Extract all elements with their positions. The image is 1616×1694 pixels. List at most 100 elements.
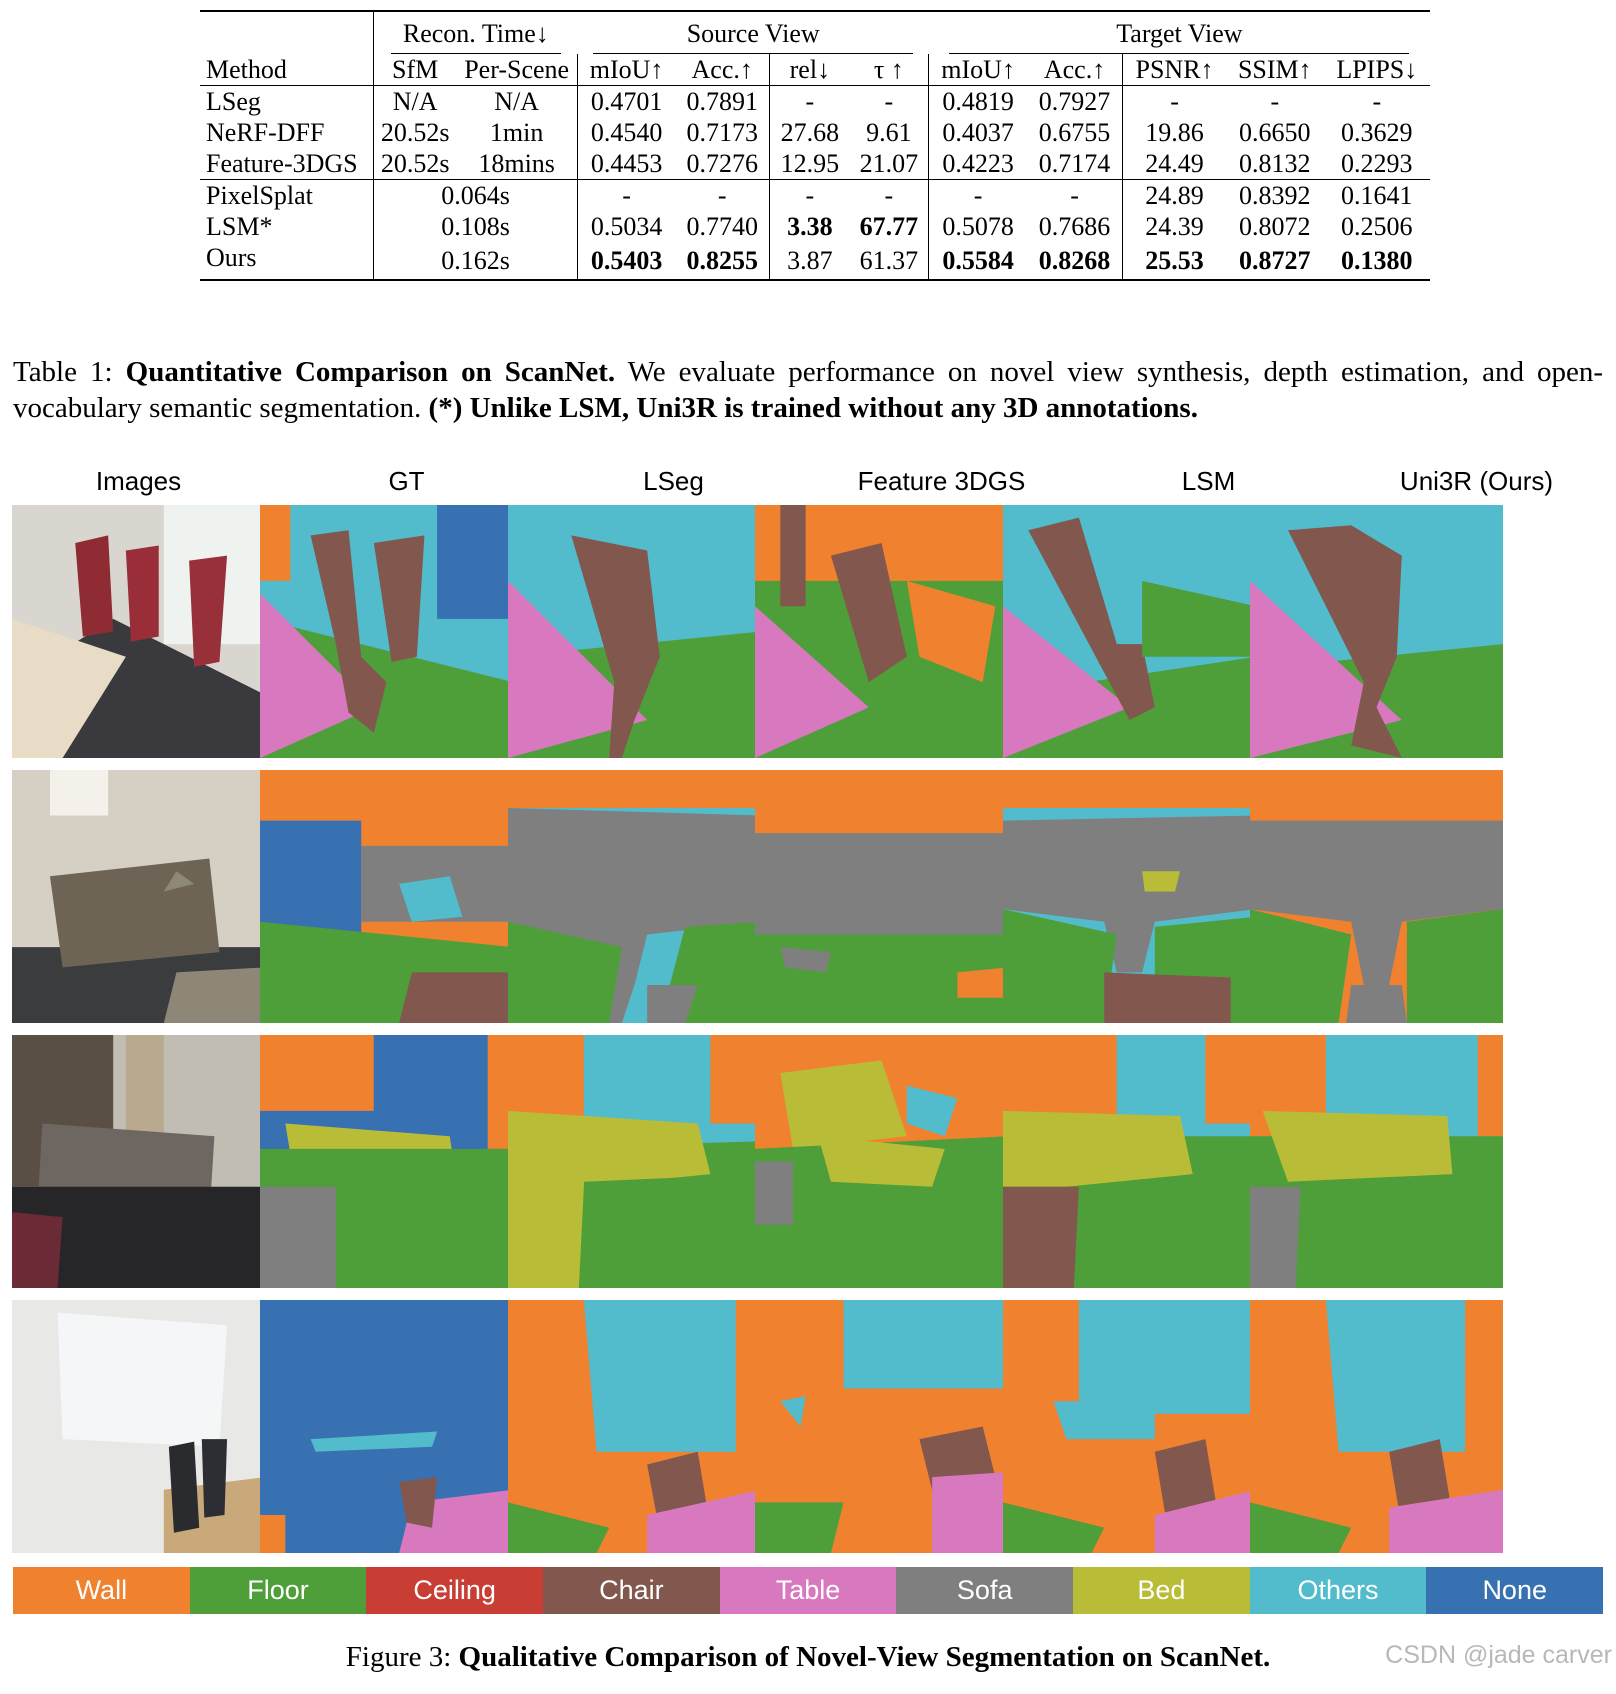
segmentation-gt <box>260 505 513 758</box>
cell-per-scene: N/A <box>456 85 578 117</box>
segmentation-lsm <box>1003 1035 1256 1288</box>
segmentation-feature3dgs <box>755 1300 1008 1553</box>
cell-tgt-acc: 0.7927 <box>1026 85 1123 117</box>
segmentation-lseg <box>508 770 761 1023</box>
watermark: CSDN @jade carver <box>1385 1641 1612 1669</box>
col-title-images: Images <box>95 466 182 496</box>
segmentation-feature3dgs <box>755 505 1008 758</box>
segmentation-lsm <box>1003 770 1256 1023</box>
cell-rel: 27.68 <box>769 117 850 148</box>
segmentation-feature3dgs <box>755 770 1008 1023</box>
segmentation-legend: Wall Floor Ceiling Chair Table Sofa Bed … <box>13 1567 1604 1614</box>
cell-per-scene: 18mins <box>478 149 555 178</box>
cell-src-miou: 0.4701 <box>577 85 676 117</box>
cell-sfm: N/A <box>373 85 457 117</box>
col-psnr: PSNR↑ <box>1122 54 1226 86</box>
col-rel: rel↓ <box>769 54 850 86</box>
cell-ssim: 0.8072 <box>1239 212 1311 241</box>
table-row: NeRF-DFF 20.52s 1min 0.4540 0.7173 27.68… <box>200 117 1430 148</box>
table-row: PixelSplat 0.064s - - - - - - 24.89 0.83… <box>200 179 1430 211</box>
cell-rel: 3.87 <box>769 242 850 281</box>
cell-rel: - <box>769 179 850 211</box>
figure-caption-title: Qualitative Comparison of Novel-View Seg… <box>458 1641 1271 1673</box>
cell-rel: 12.95 <box>769 148 850 180</box>
cell-psnr: 24.89 <box>1122 179 1226 211</box>
cell-tgt-miou: 0.4819 <box>928 85 1027 117</box>
cell-time: 0.108s <box>373 211 578 242</box>
col-lpips: LPIPS↓ <box>1336 55 1418 84</box>
cell-lpips: 0.1380 <box>1323 242 1430 281</box>
input-image <box>12 505 265 758</box>
cell-tgt-acc: 0.8268 <box>1026 242 1123 281</box>
cell-tau: - <box>849 179 929 211</box>
header-recon-time: Recon. Time↓ <box>390 18 561 54</box>
col-title-feature3dgs: Feature 3DGS <box>857 466 1026 496</box>
cell-src-acc: 0.7740 <box>686 212 758 241</box>
col-tgt-acc: Acc.↑ <box>1043 55 1106 84</box>
segmentation-lseg <box>508 1035 761 1288</box>
cell-ssim: - <box>1225 85 1324 117</box>
col-title-lsm: LSM <box>1181 466 1236 496</box>
legend-item-wall: Wall <box>13 1567 190 1614</box>
cell-tau: 9.61 <box>866 118 912 147</box>
legend-item-none: None <box>1426 1567 1604 1614</box>
header-target-view: Target View <box>949 18 1410 54</box>
cell-src-miou: 0.4540 <box>577 117 676 148</box>
col-src-miou: mIoU↑ <box>577 54 676 86</box>
cell-psnr: 25.53 <box>1122 242 1226 281</box>
segmentation-uni3r <box>1250 505 1503 758</box>
col-tau: τ ↑ <box>873 55 904 84</box>
legend-item-chair: Chair <box>543 1567 720 1614</box>
cell-psnr: 24.39 <box>1122 211 1226 242</box>
cell-tau: - <box>849 85 929 117</box>
segmentation-lsm <box>1003 505 1256 758</box>
cell-tgt-acc: 0.7174 <box>1038 149 1111 178</box>
cell-tau: 21.07 <box>859 149 919 178</box>
col-title-gt: GT <box>388 466 425 496</box>
figure-caption: Figure 3: Qualitative Comparison of Nove… <box>0 1641 1616 1674</box>
legend-item-bed: Bed <box>1073 1567 1250 1614</box>
cell-lpips: 0.2506 <box>1341 212 1413 241</box>
cell-sfm: 20.52s <box>373 148 457 180</box>
segmentation-uni3r <box>1250 1035 1503 1288</box>
cell-src-acc: 0.7276 <box>686 149 758 178</box>
cell-method: Feature-3DGS <box>206 149 358 178</box>
cell-method: NeRF-DFF <box>206 118 325 147</box>
col-title-uni3r: Uni3R (Ours) <box>1399 466 1554 496</box>
col-tgt-miou: mIoU↑ <box>928 54 1027 86</box>
table-row: Ours 0.162s 0.5403 0.8255 3.87 61.37 0.5… <box>200 242 1430 281</box>
table-row: LSM* 0.108s 0.5034 0.7740 3.38 67.77 0.5… <box>200 211 1430 242</box>
cell-ssim: 0.8392 <box>1225 179 1324 211</box>
table-group-header-row: Recon. Time↓ Source View Target View <box>200 10 1430 54</box>
col-per-scene: Per-Scene <box>464 55 570 84</box>
segmentation-feature3dgs <box>755 1035 1008 1288</box>
col-src-acc: Acc.↑ <box>691 55 753 84</box>
cell-method: PixelSplat <box>200 179 374 211</box>
cell-time: 0.064s <box>373 179 578 211</box>
cell-method: LSM* <box>206 212 273 241</box>
cell-tgt-miou: 0.5584 <box>928 242 1027 281</box>
input-image <box>12 1035 265 1288</box>
cell-tgt-miou: 0.5078 <box>928 211 1027 242</box>
table-row: LSeg N/A N/A 0.4701 0.7891 - - 0.4819 0.… <box>200 85 1430 117</box>
table-caption-label: Table 1: <box>13 356 113 388</box>
segmentation-gt <box>260 1300 513 1553</box>
legend-item-sofa: Sofa <box>896 1567 1074 1614</box>
cell-method: LSeg <box>200 85 374 117</box>
col-ssim: SSIM↑ <box>1237 55 1312 84</box>
cell-src-acc: 0.8255 <box>675 242 770 281</box>
segmentation-uni3r <box>1250 1300 1503 1553</box>
table-row: Feature-3DGS 20.52s 18mins 0.4453 0.7276… <box>200 148 1430 180</box>
segmentation-lsm <box>1003 1300 1256 1553</box>
input-image <box>12 1300 265 1553</box>
col-method: Method <box>206 55 287 84</box>
input-image <box>12 770 265 1023</box>
cell-src-miou: 0.4453 <box>577 148 676 180</box>
segmentation-gt <box>260 770 513 1023</box>
cell-lpips: - <box>1323 85 1430 117</box>
legend-item-table: Table <box>719 1567 897 1614</box>
cell-src-acc: 0.7891 <box>675 85 770 117</box>
cell-tau: 61.37 <box>849 242 929 281</box>
figure-caption-label: Figure 3: <box>345 1641 452 1673</box>
col-sfm: SfM <box>373 54 457 86</box>
